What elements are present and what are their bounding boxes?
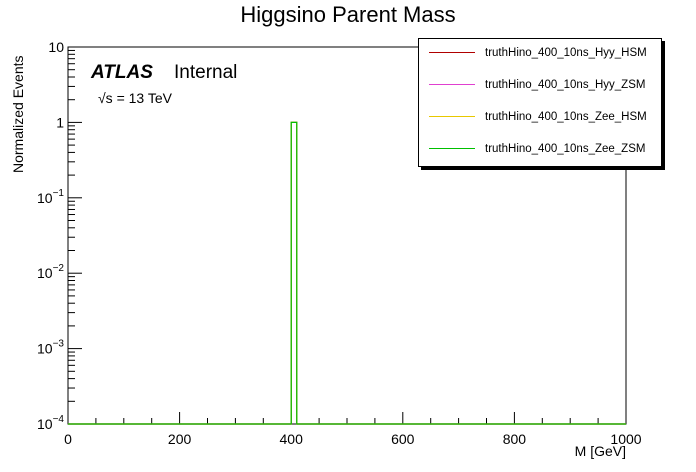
x-tick-label: 200 <box>168 431 192 447</box>
legend-label: truthHino_400_10ns_Hyy_ZSM <box>485 79 646 91</box>
legend-label: truthHino_400_10ns_Hyy_HSM <box>485 47 647 59</box>
internal-label: Internal <box>174 62 238 83</box>
series-line <box>68 121 626 425</box>
legend-item: truthHino_400_10ns_Hyy_HSM <box>425 44 661 62</box>
y-tick-label: 10−1 <box>37 188 64 206</box>
x-tick-label: 0 <box>64 431 72 447</box>
chart-title: Higgsino Parent Mass <box>240 2 456 27</box>
energy-label: √s = 13 TeV <box>98 90 172 106</box>
x-tick-label: 400 <box>280 431 304 447</box>
y-tick-label: 1 <box>56 114 64 130</box>
y-axis-label: Normalized Events <box>10 55 26 174</box>
x-tick-label: 800 <box>503 431 527 447</box>
legend-item: truthHino_400_10ns_Zee_ZSM <box>425 140 661 158</box>
legend-item: truthHino_400_10ns_Zee_HSM <box>425 108 661 126</box>
legend: truthHino_400_10ns_Hyy_HSM truthHino_400… <box>418 38 662 167</box>
y-tick-label: 10−2 <box>37 263 64 281</box>
series-line <box>68 121 626 425</box>
legend-line <box>429 148 475 149</box>
x-tick-label: 600 <box>391 431 415 447</box>
legend-line <box>429 116 475 117</box>
y-tick-label: 10−3 <box>37 339 64 357</box>
y-tick-label: 10 <box>48 39 64 55</box>
legend-label: truthHino_400_10ns_Zee_HSM <box>485 111 647 123</box>
x-axis-label: M [GeV] <box>574 443 626 459</box>
legend-line <box>429 84 475 85</box>
series-line <box>68 121 626 425</box>
legend-item: truthHino_400_10ns_Hyy_ZSM <box>425 76 661 94</box>
y-tick-label: 10−4 <box>37 414 64 432</box>
atlas-label: ATLAS <box>91 62 153 83</box>
legend-label: truthHino_400_10ns_Zee_ZSM <box>485 143 646 155</box>
legend-line <box>429 52 475 53</box>
x-tick-label: 1000 <box>610 431 641 447</box>
series-line <box>68 121 626 425</box>
